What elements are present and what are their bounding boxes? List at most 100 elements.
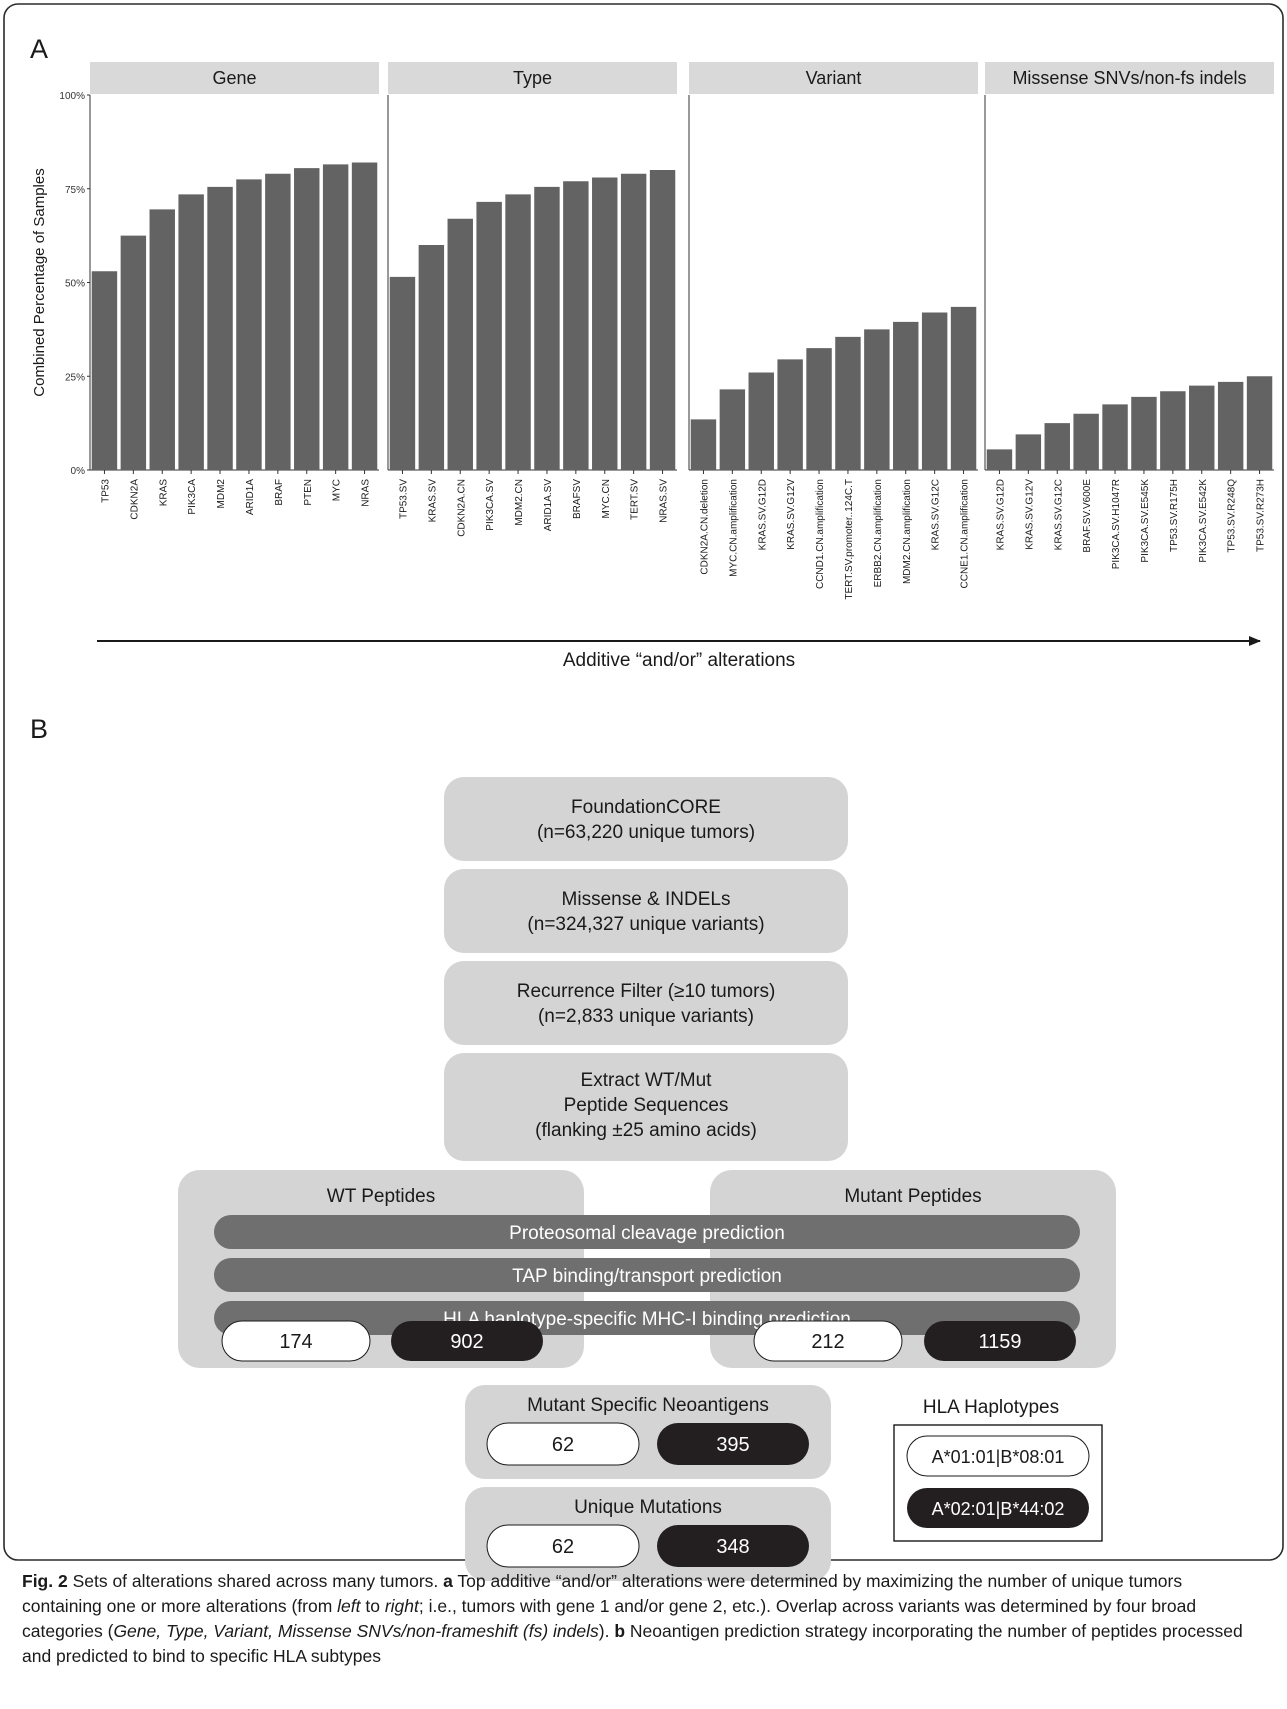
panel-a-letter: A bbox=[30, 34, 48, 64]
x-tick-label: BRAFSV bbox=[572, 479, 583, 519]
bar bbox=[950, 306, 977, 470]
mut-count-dark: 1159 bbox=[978, 1331, 1021, 1353]
caption-main: Sets of alterations shared across many t… bbox=[67, 1571, 444, 1591]
figure-caption: Fig. 2 Sets of alterations shared across… bbox=[22, 1569, 1262, 1669]
caption-text-3: ; i.e., tumors with gene 1 and/or gene 2… bbox=[22, 1596, 1197, 1641]
bar bbox=[1189, 385, 1215, 470]
caption-text-5: Neoantigen prediction strategy incorpora… bbox=[22, 1621, 1243, 1666]
bar bbox=[1015, 434, 1042, 470]
facet-strip bbox=[689, 62, 978, 94]
bar bbox=[592, 177, 618, 470]
x-tick-label: KRAS.SV bbox=[427, 479, 438, 523]
x-tick-label: PIK3CA.SV.H1047R bbox=[1111, 479, 1122, 569]
x-tick-label: KRAS.SV.G12V bbox=[786, 479, 797, 550]
facet-title: Type bbox=[513, 68, 552, 88]
caption-fig-label: Fig. 2 bbox=[22, 1571, 68, 1591]
bar bbox=[719, 389, 746, 470]
bar bbox=[1044, 423, 1070, 470]
bar bbox=[120, 235, 147, 470]
unique-count-dark-pill bbox=[657, 1525, 809, 1567]
x-tick-label: KRAS.SV.G12C bbox=[1053, 479, 1064, 550]
x-tick-label: MYC bbox=[332, 479, 343, 501]
bar bbox=[389, 276, 416, 470]
band-hla-label: HLA haplotype-specific MHC-I binding pre… bbox=[443, 1309, 851, 1330]
panel-b-letter: B bbox=[30, 714, 48, 744]
x-tick-label: TP53.SV.R273H bbox=[1256, 479, 1267, 552]
bar bbox=[986, 449, 1013, 470]
x-tick-label: NRAS.SV bbox=[659, 479, 670, 523]
bar bbox=[534, 186, 560, 470]
bar bbox=[835, 336, 861, 470]
x-tick-label: TP53 bbox=[100, 479, 111, 503]
x-tick-label: TP53.SV bbox=[398, 479, 409, 519]
neo-count-dark: 395 bbox=[716, 1434, 749, 1456]
bar bbox=[563, 181, 589, 470]
facet-title: Gene bbox=[212, 68, 256, 88]
x-tick-label: KRAS bbox=[158, 479, 169, 507]
x-tick-label: PIK3CA.SV bbox=[485, 479, 496, 531]
hla-legend-title: HLA Haplotypes bbox=[923, 1397, 1059, 1418]
bar bbox=[236, 179, 262, 470]
unique-count-dark: 348 bbox=[716, 1536, 749, 1558]
mut-count-light-pill bbox=[753, 1320, 903, 1362]
x-tick-label: ARID1A bbox=[245, 479, 256, 515]
y-tick-label: 50% bbox=[65, 279, 85, 290]
y-tick-label: 25% bbox=[65, 372, 85, 383]
neo-count-light: 62 bbox=[552, 1434, 574, 1456]
bar bbox=[893, 321, 919, 470]
chart-panel-a: Combined Percentage of Samples 0% 25% 50% 75… bbox=[31, 62, 1274, 600]
bar bbox=[1246, 376, 1273, 470]
x-tick-label: CCNE1.CN.amplification bbox=[960, 479, 971, 588]
x-tick-label: MDM2.CN bbox=[514, 479, 525, 526]
step-extract-line1: Extract WT/Mut bbox=[581, 1070, 713, 1091]
x-tick-label: TERT.SV.promoter..124C.T bbox=[844, 479, 855, 600]
band-proteosomal bbox=[214, 1215, 1080, 1249]
step-missense-title: Missense & INDELs bbox=[562, 889, 731, 910]
y-axis-label: Combined Percentage of Samples bbox=[31, 168, 48, 396]
bar bbox=[1073, 413, 1099, 470]
neoantigens-title: Mutant Specific Neoantigens bbox=[527, 1395, 769, 1416]
x-tick-label: NRAS bbox=[361, 479, 372, 507]
caption-right: right bbox=[384, 1596, 419, 1616]
caption-b-label: b bbox=[614, 1621, 626, 1641]
x-tick-label: MDM2 bbox=[216, 479, 227, 509]
hla-legend-dark: A*02:01|B*44:02 bbox=[932, 1499, 1065, 1519]
bar bbox=[476, 201, 502, 470]
facet-strip bbox=[90, 62, 379, 94]
bar bbox=[1160, 391, 1186, 470]
mut-count-light: 212 bbox=[811, 1331, 844, 1353]
x-tick-label: BRAF.SV.V600E bbox=[1082, 479, 1093, 553]
band-proteosomal-label: Proteosomal cleavage prediction bbox=[509, 1223, 785, 1244]
x-tick-label: TP53.SV.R175H bbox=[1169, 479, 1180, 552]
x-tick-label: ERBB2.CN.amplification bbox=[873, 479, 884, 587]
caption-left: left bbox=[337, 1596, 361, 1616]
step-foundationcore-count: (n=63,220 unique tumors) bbox=[537, 822, 755, 843]
x-tick-label: KRAS.SV.G12C bbox=[931, 479, 942, 550]
step-foundationcore-title: FoundationCORE bbox=[571, 797, 721, 818]
x-tick-label: MDM2.CN.amplification bbox=[902, 479, 913, 584]
caption-categories: Gene, Type, Variant, Missense SNVs/non-f… bbox=[113, 1621, 599, 1641]
bar bbox=[322, 164, 349, 470]
arrow-label: Additive “and/or” alterations bbox=[563, 650, 795, 671]
y-tick-label: 75% bbox=[65, 185, 85, 196]
bar bbox=[806, 348, 832, 470]
band-tap-binding bbox=[214, 1258, 1080, 1292]
x-tick-label: PIK3CA.SV.E545K bbox=[1140, 479, 1151, 563]
bar bbox=[1102, 404, 1128, 470]
x-tick-label: CCND1.CN.amplification bbox=[815, 479, 826, 589]
step-recurrence-box bbox=[444, 961, 848, 1045]
x-tick-label: PIK3CA.SV.E542K bbox=[1198, 479, 1209, 563]
step-extract-box bbox=[444, 1053, 848, 1161]
unique-count-light-pill bbox=[486, 1524, 640, 1568]
bar bbox=[505, 194, 531, 470]
neo-count-light-pill bbox=[486, 1422, 640, 1466]
wt-peptides-title: WT Peptides bbox=[327, 1186, 435, 1207]
band-tap-label: TAP binding/transport prediction bbox=[512, 1266, 782, 1287]
bar bbox=[265, 173, 291, 470]
step-missense-box bbox=[444, 869, 848, 953]
bar bbox=[649, 170, 676, 470]
mutant-peptides-title: Mutant Peptides bbox=[844, 1186, 981, 1207]
bar bbox=[748, 372, 774, 470]
bar bbox=[1217, 381, 1244, 470]
bar bbox=[178, 194, 204, 470]
